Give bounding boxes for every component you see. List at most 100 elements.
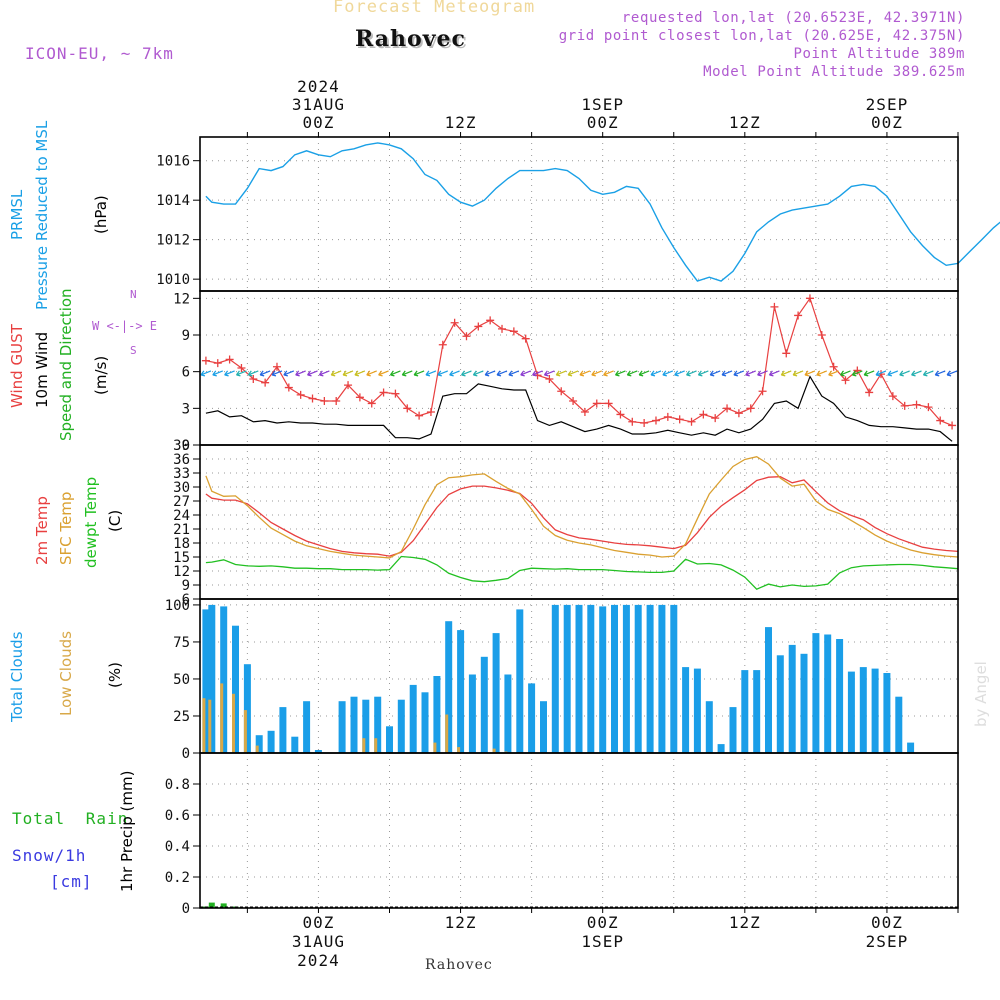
y-tick-label: 33 bbox=[173, 466, 190, 482]
gust-point bbox=[261, 378, 270, 387]
credit: by Angel bbox=[972, 661, 990, 727]
gust-point bbox=[249, 375, 258, 383]
wind-direction-arrow bbox=[840, 370, 851, 377]
product-title: Forecast Meteogram bbox=[333, 0, 536, 17]
sfc-temp-line bbox=[205, 456, 959, 559]
gust-point bbox=[604, 399, 613, 408]
total-cloud-bar bbox=[468, 674, 476, 753]
gust-point bbox=[213, 359, 222, 368]
gust-point bbox=[912, 400, 921, 409]
snow-unit-label: [cm] bbox=[50, 872, 93, 891]
gust-point bbox=[474, 322, 483, 331]
total-cloud-bar bbox=[611, 604, 618, 753]
gust-point bbox=[332, 397, 341, 405]
low-cloud-bar bbox=[374, 738, 378, 753]
gust-point bbox=[936, 416, 945, 425]
wind-direction-arrow bbox=[567, 370, 579, 377]
wind-direction-arrow bbox=[638, 370, 650, 377]
gust-point bbox=[734, 409, 743, 418]
wind-direction-arrow bbox=[709, 370, 721, 377]
rain-label: Total Rain bbox=[12, 809, 129, 828]
wind-direction-arrow bbox=[899, 370, 910, 377]
gust-point bbox=[817, 331, 826, 339]
wind-direction-arrow bbox=[626, 370, 638, 377]
compass-n: N bbox=[130, 288, 137, 301]
gust-point bbox=[225, 355, 234, 364]
wind-direction-arrow bbox=[496, 370, 508, 377]
panel-frame bbox=[199, 136, 959, 292]
gust-point bbox=[805, 294, 814, 303]
y-tick-label: 6 bbox=[182, 365, 190, 381]
gust-point bbox=[746, 404, 755, 413]
total-cloud-bar bbox=[836, 639, 844, 753]
wind-direction-arrow bbox=[686, 370, 697, 377]
wind-direction-arrow bbox=[543, 370, 555, 377]
wind-direction-arrow bbox=[484, 370, 496, 377]
wind-direction-arrow bbox=[378, 370, 389, 377]
total-cloud-bar bbox=[765, 627, 772, 753]
total-cloud-bar bbox=[658, 604, 666, 753]
total-cloud-bar bbox=[208, 604, 216, 753]
wind-direction-arrow bbox=[318, 370, 330, 377]
wind-direction-arrow bbox=[224, 370, 235, 377]
wind-direction-arrow bbox=[389, 370, 401, 377]
low-cloud-bar bbox=[457, 747, 461, 753]
total-cloud-bar bbox=[243, 664, 251, 753]
gust-point bbox=[723, 404, 732, 413]
top-hour-label: 12Z bbox=[445, 113, 477, 132]
gust-point bbox=[794, 311, 803, 320]
total-cloud-bar bbox=[693, 668, 701, 753]
y-tick-label: 0.4 bbox=[165, 839, 190, 855]
wind-direction-arrow bbox=[235, 370, 247, 377]
total-cloud-bar bbox=[634, 604, 642, 753]
y-tick-label: 15 bbox=[173, 550, 190, 566]
y-tick-label: 1010 bbox=[156, 272, 190, 288]
wind-direction-arrow bbox=[295, 370, 306, 377]
wind-direction-arrow bbox=[200, 370, 212, 377]
bottom-date-label: 1SEP bbox=[581, 932, 624, 951]
total-cloud-bar bbox=[421, 692, 429, 753]
compass-s: S bbox=[130, 344, 137, 357]
y-tick-label: 18 bbox=[173, 536, 190, 552]
bottom-hour-label: 00Z bbox=[587, 913, 619, 932]
bottom-year-label: 2024 bbox=[297, 951, 340, 970]
rain-bar bbox=[220, 903, 227, 908]
gust-point bbox=[592, 399, 601, 408]
top-hour-label: 00Z bbox=[871, 113, 903, 132]
low-cloud-bar bbox=[202, 698, 206, 753]
gust-point bbox=[403, 404, 412, 413]
wind-direction-arrow bbox=[366, 370, 377, 377]
wind-direction-arrow bbox=[662, 370, 674, 377]
low-cloud-bar bbox=[445, 714, 449, 753]
total-cloud-bar bbox=[267, 730, 275, 753]
total-cloud-bar bbox=[741, 670, 749, 753]
wind-direction-arrow bbox=[887, 370, 899, 377]
snow-label: Snow/1h bbox=[12, 846, 87, 865]
total-cloud-bar bbox=[753, 670, 761, 753]
y-tick-label: 9 bbox=[182, 328, 190, 344]
total-cloud-bar bbox=[717, 744, 725, 753]
gust-point bbox=[675, 415, 684, 424]
total-cloud-bar bbox=[587, 604, 595, 753]
dewpt-line bbox=[205, 555, 959, 590]
gust-line bbox=[205, 296, 953, 426]
bottom-hour-label: 12Z bbox=[445, 913, 477, 932]
wind-direction-arrow bbox=[437, 370, 449, 377]
gust-point bbox=[320, 397, 329, 405]
total-cloud-bar bbox=[812, 633, 820, 753]
gust-point bbox=[569, 397, 578, 405]
total-cloud-bar bbox=[350, 696, 358, 753]
total-cloud-bar bbox=[397, 699, 405, 753]
gust-point bbox=[687, 417, 696, 426]
low-cloud-bar bbox=[232, 693, 235, 753]
wind-direction-arrow bbox=[425, 370, 437, 377]
gust-point bbox=[521, 334, 530, 343]
gust-point bbox=[344, 381, 353, 390]
footer-location: Rahovec bbox=[425, 957, 493, 973]
wind-direction-arrow bbox=[614, 370, 626, 377]
gust-point bbox=[438, 340, 447, 349]
gust-point bbox=[367, 399, 376, 408]
gust-point bbox=[640, 419, 649, 427]
gust-point bbox=[770, 302, 779, 311]
total-cloud-bar bbox=[433, 676, 441, 753]
